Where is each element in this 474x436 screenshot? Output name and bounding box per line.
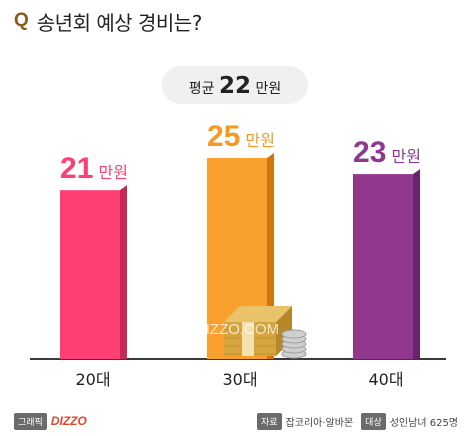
money-band-icon [242,322,254,356]
money-stack-top-icon [224,306,292,322]
target-badge: 대상 [361,412,386,430]
bar [353,174,413,359]
x-tick-label: 30대 [222,370,257,389]
page-title: 송년회 예상 경비는? [36,10,203,35]
question-title: Q 송년회 예상 경비는? [14,6,202,36]
x-tick-label: 40대 [368,370,403,389]
data-label: 21 만원 [60,152,128,185]
target-value: 성인남녀 625명 [389,417,458,429]
x-tick-label: 20대 [75,370,110,389]
average-pill [162,66,308,104]
data-label: 25 만원 [207,120,275,153]
graphic-badge: 그래픽 [14,412,47,430]
bar-side [413,169,420,359]
q-mark: Q [14,10,29,31]
footer: 그래픽 DIZZO 자료 잡코리아·알바몬 대상 성인남녀 625명 [14,410,466,432]
average-text: 평균 22 만원 [189,73,281,99]
bar-side [120,185,127,359]
footer-credit: 그래픽 DIZZO [14,412,87,430]
bar-chart: 평균 22 만원 21 만원 20대 25 만원 30대 23 만원 40대 DIZZO.CO… [30,66,446,389]
bar [60,190,120,359]
source-badge: 자료 [257,412,282,430]
brand-logo: DIZZO [50,414,87,428]
data-label: 23 만원 [353,136,421,169]
footer-source: 자료 잡코리아·알바몬 대상 성인남녀 625명 [257,412,466,430]
coin-icon [281,329,307,339]
source-value: 잡코리아·알바몬 [285,417,354,429]
watermark: DIZZO.COM [195,321,279,338]
